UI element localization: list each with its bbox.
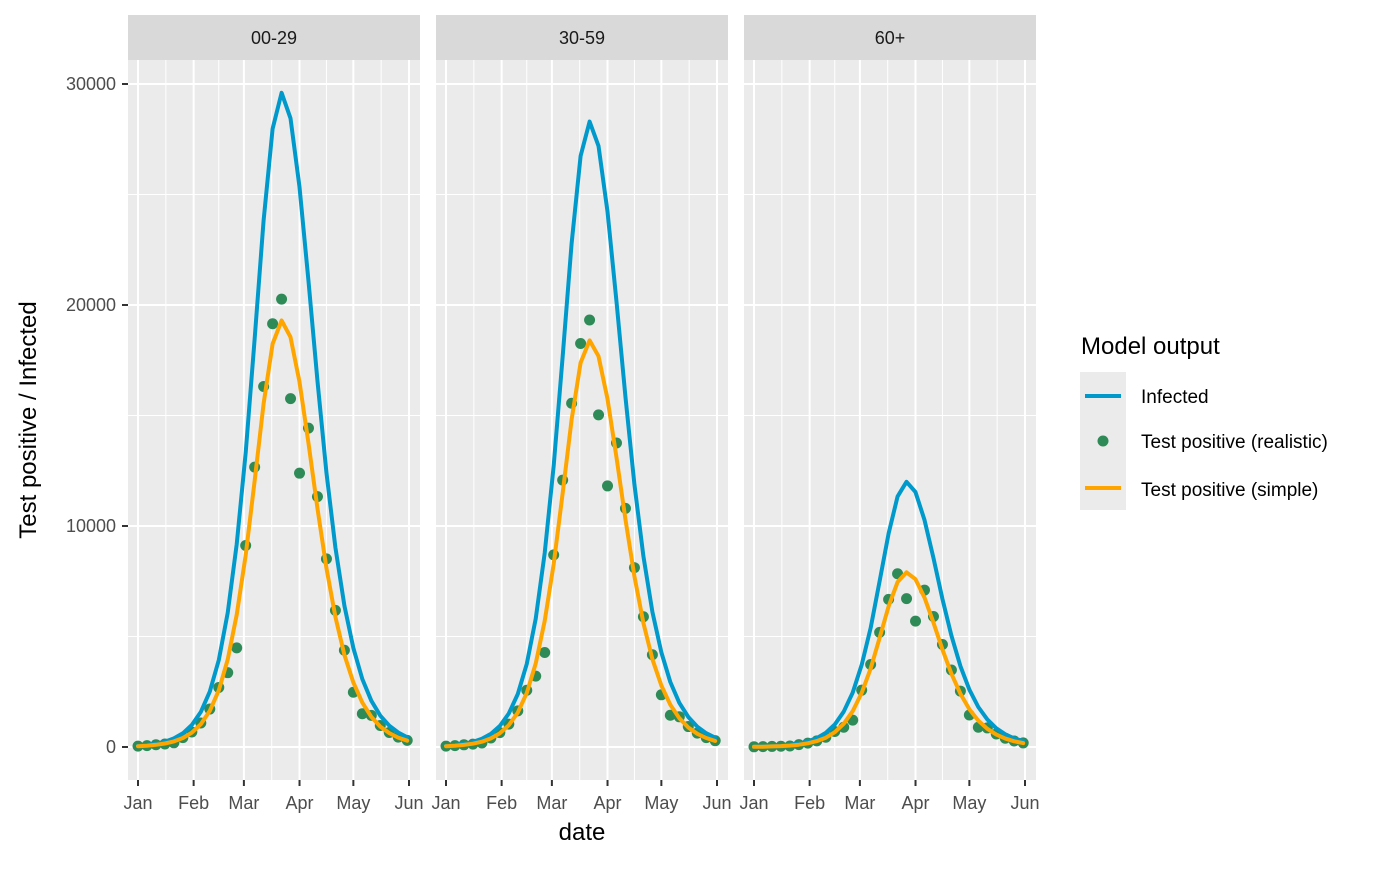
facet-strip — [744, 15, 1036, 60]
panel-background — [436, 60, 728, 780]
facet-30-59: Jan Feb Mar Apr May Jun 30-59 — [431, 15, 732, 813]
legend: Model output Infected Test positive (rea… — [1080, 333, 1328, 510]
x-tick-label: May — [336, 793, 370, 813]
x-tick-label: Feb — [178, 793, 209, 813]
y-tick-label: 0 — [106, 737, 116, 757]
simple-line — [444, 338, 718, 749]
realistic-point — [285, 393, 297, 405]
x-tick-label: Jun — [702, 793, 731, 813]
x-tick-label: Jan — [739, 793, 768, 813]
x-tick-label: Jan — [431, 793, 460, 813]
x-tick-label: Jun — [394, 793, 423, 813]
x-tick-label: Apr — [286, 793, 314, 813]
facet-strip-label: 30-59 — [559, 28, 605, 48]
legend-label-infected: Infected — [1141, 387, 1209, 408]
realistic-point — [231, 642, 243, 654]
realistic-point — [267, 318, 279, 330]
simple-line — [136, 318, 410, 749]
realistic-point — [276, 293, 288, 305]
realistic-point — [575, 338, 587, 350]
x-tick-label: May — [952, 793, 986, 813]
y-tick-label: 20000 — [66, 295, 116, 315]
x-tick-label: Apr — [902, 793, 930, 813]
facet-strip — [436, 15, 728, 60]
panel-background — [744, 60, 1036, 780]
x-tick-label: Mar — [844, 793, 875, 813]
x-tick-label: Feb — [794, 793, 825, 813]
realistic-point — [584, 314, 596, 326]
y-axis: 0 10000 20000 30000 — [66, 74, 128, 757]
x-tick-label: Jan — [123, 793, 152, 813]
panel-background — [128, 60, 420, 780]
realistic-point — [664, 709, 676, 721]
legend-key-realistic — [1097, 435, 1109, 447]
facet-60+: Jan Feb Mar Apr May Jun 60+ — [739, 15, 1040, 813]
y-tick-label: 30000 — [66, 74, 116, 94]
simple-line — [752, 570, 1026, 749]
x-axis-title: date — [559, 819, 606, 846]
x-tick-label: Feb — [486, 793, 517, 813]
facet-strip — [128, 15, 420, 60]
realistic-point — [602, 480, 614, 492]
legend-label-simple: Test positive (simple) — [1141, 480, 1318, 501]
legend-label-realistic: Test positive (realistic) — [1141, 432, 1328, 453]
facet-strip-label: 00-29 — [251, 28, 297, 48]
realistic-point — [901, 593, 913, 605]
facet-panels: Jan Feb Mar Apr May Jun 00-29 Jan Feb Mar Apr May Ju… — [123, 15, 1040, 813]
x-tick-label: May — [644, 793, 678, 813]
infected-line — [444, 119, 718, 748]
realistic-point — [910, 615, 922, 627]
x-tick-label: Mar — [536, 793, 567, 813]
x-tick-label: Jun — [1010, 793, 1039, 813]
x-tick-label: Mar — [228, 793, 259, 813]
facet-strip-label: 60+ — [875, 28, 906, 48]
realistic-point — [356, 708, 368, 720]
y-axis-title: Test positive / Infected — [15, 301, 42, 538]
legend-title: Model output — [1081, 333, 1220, 360]
infected-line — [136, 90, 410, 748]
y-tick-label: 10000 — [66, 516, 116, 536]
realistic-point — [539, 646, 551, 658]
facet-00-29: Jan Feb Mar Apr May Jun 00-29 — [123, 15, 424, 813]
realistic-point — [294, 467, 306, 479]
realistic-point — [593, 409, 605, 421]
x-tick-label: Apr — [594, 793, 622, 813]
